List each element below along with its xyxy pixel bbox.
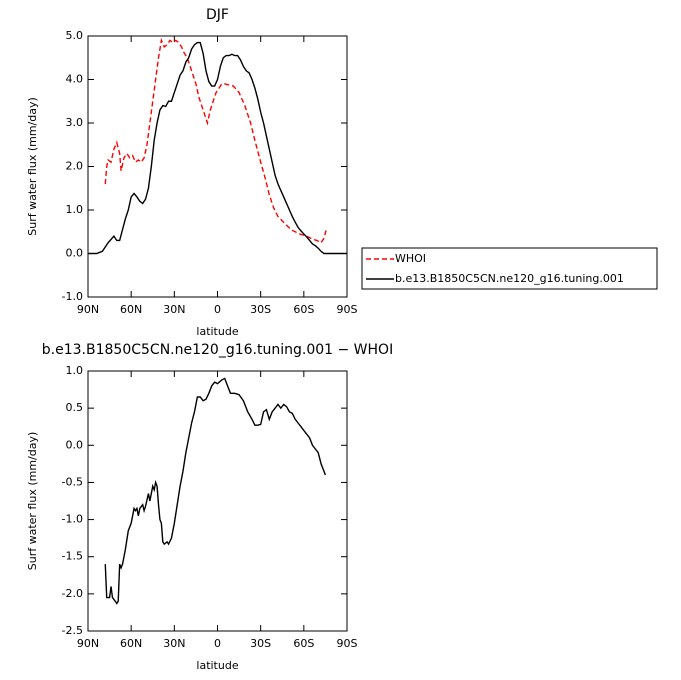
x-axis-label: latitude [196,325,238,338]
x-tick-label: 0 [214,303,221,316]
y-tick-label: 0.0 [66,438,84,451]
y-tick-label: 3.0 [66,116,84,129]
x-tick-label: 60S [293,637,314,650]
y-tick-label: -0.5 [62,475,83,488]
x-tick-label: 30N [163,637,185,650]
y-axis-label: Surf water flux (mm/day) [26,432,39,571]
x-axis-label: latitude [196,659,238,672]
plot-frame [87,370,348,632]
y-axis-label: Surf water flux (mm/day) [26,97,39,236]
legend-box [361,247,658,290]
series-line [104,377,327,605]
x-tick-label: 30S [250,637,271,650]
x-tick-label: 90N [77,637,99,650]
x-tick-label: 30S [250,303,271,316]
y-tick-label: 0.0 [66,247,84,260]
legend-label: WHOI [395,252,426,265]
y-tick-label: 5.0 [66,29,84,42]
series-line [88,41,347,255]
y-tick-label: 2.0 [66,160,84,173]
y-tick-label: 1.0 [66,364,84,377]
x-tick-label: 60N [120,303,142,316]
chart-title: DJF [206,7,229,23]
chart-title: b.e13.B1850C5CN.ne120_g16.tuning.001 − W… [42,342,393,358]
y-tick-label: -1.5 [62,550,83,563]
y-tick-label: -1.0 [62,290,83,303]
y-tick-label: -2.0 [62,587,83,600]
series-line [104,37,328,244]
x-tick-label: 60S [293,303,314,316]
x-tick-label: 90S [337,637,358,650]
y-tick-label: 1.0 [66,203,84,216]
legend-label: b.e13.B1850C5CN.ne120_g16.tuning.001 [395,272,624,285]
y-tick-label: 4.0 [66,73,84,86]
plot-frame [87,35,348,298]
y-tick-label: -1.0 [62,513,83,526]
y-tick-label: -2.5 [62,624,83,637]
y-tick-label: 0.5 [66,401,84,414]
x-tick-label: 30N [163,303,185,316]
x-tick-label: 90S [337,303,358,316]
x-tick-label: 60N [120,637,142,650]
x-tick-label: 0 [214,637,221,650]
x-tick-label: 90N [77,303,99,316]
